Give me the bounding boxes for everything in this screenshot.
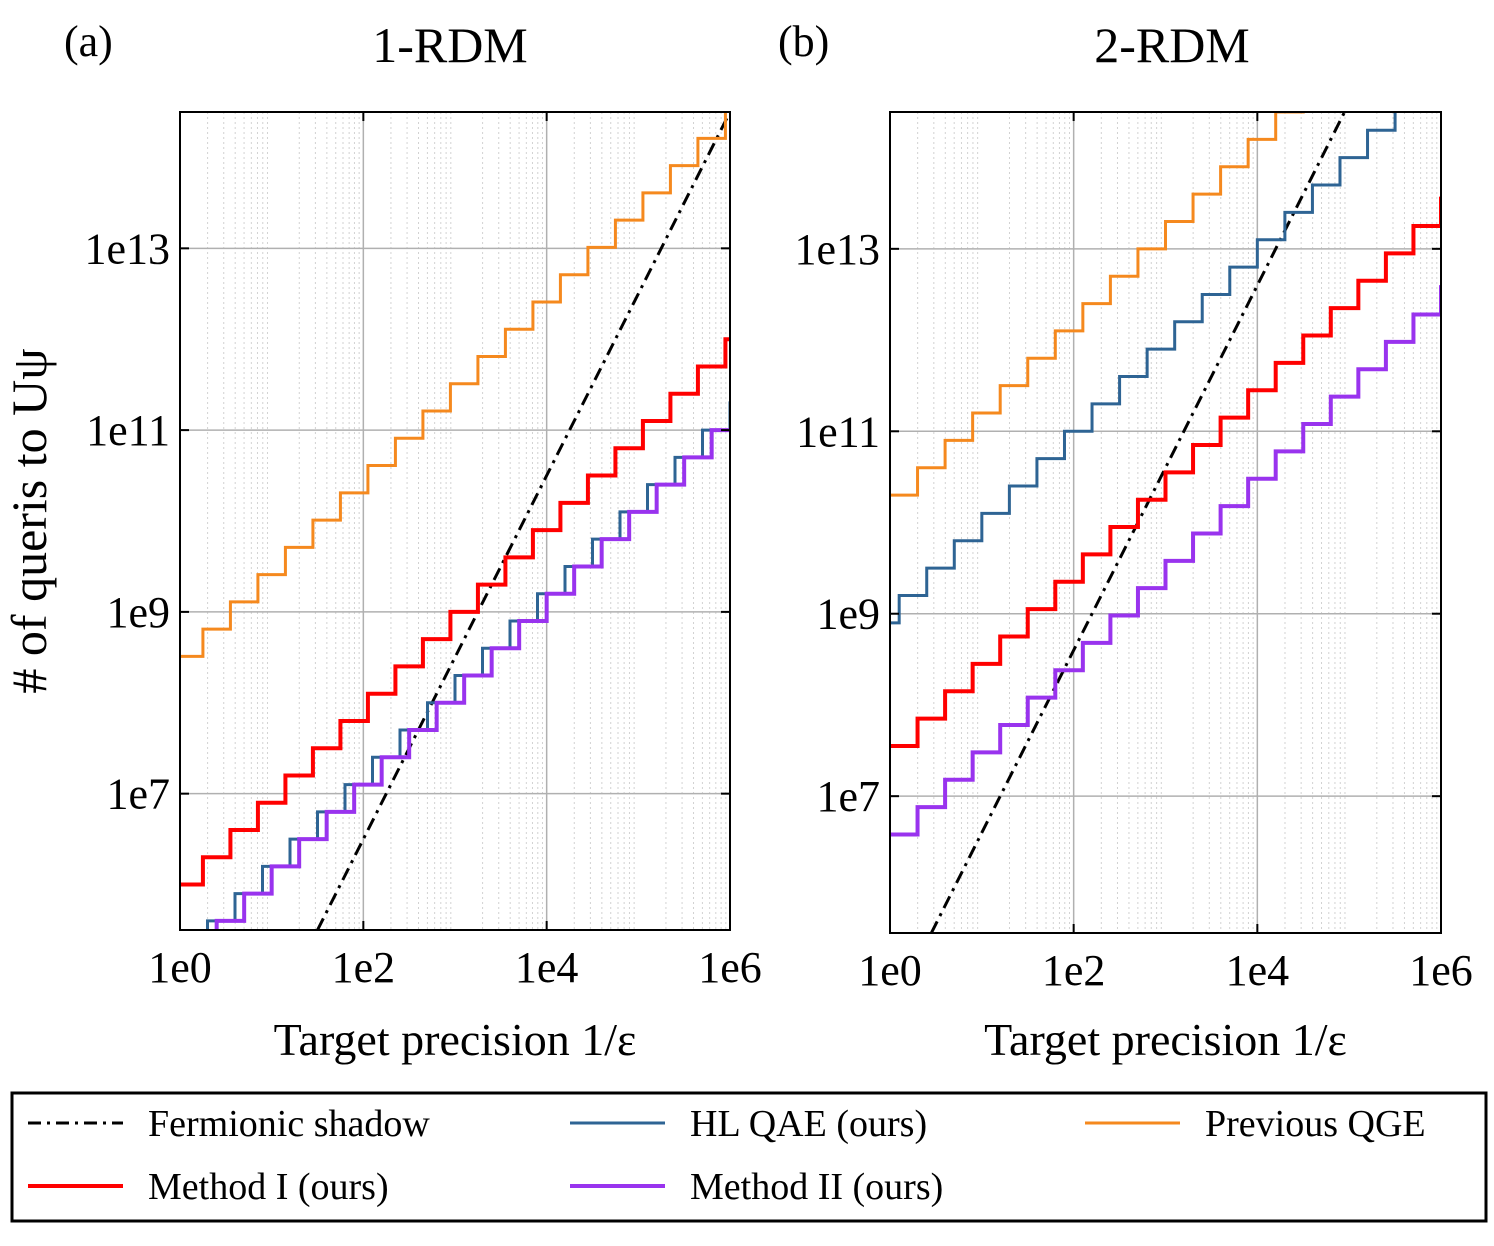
x-tick-label: 1e6	[698, 943, 762, 992]
y-tick-label: 1e11	[796, 407, 880, 456]
x-axis-label: Target precision 1/ε	[274, 1014, 637, 1065]
chart-title: 1-RDM	[372, 17, 528, 73]
series-method-ii-ours	[214, 428, 730, 930]
legend-item-method-i-ours: Method I (ours)	[28, 1166, 389, 1208]
x-tick-label: 1e0	[148, 943, 212, 992]
y-axis-label: # of queris to Uψ	[1, 348, 57, 693]
legend-label: Fermionic shadow	[148, 1103, 430, 1145]
axes-frame	[889, 111, 1442, 934]
y-tick-label: 1e13	[794, 225, 880, 274]
x-tick-label: 1e2	[332, 943, 396, 992]
x-tick-label: 1e0	[858, 946, 922, 995]
series-method-i-ours	[890, 196, 1441, 748]
y-tick-label: 1e9	[106, 588, 170, 637]
legend-item-method-ii-ours: Method II (ours)	[570, 1166, 943, 1208]
axes-frame	[179, 111, 731, 931]
y-tick-label: 1e11	[86, 406, 170, 455]
x-tick-label: 1e4	[515, 943, 579, 992]
legend-label: Method II (ours)	[690, 1166, 943, 1208]
y-tick-label: 1e7	[816, 772, 880, 821]
series-fermionic-shadow	[929, 112, 1347, 933]
series-method-ii-ours	[890, 285, 1441, 837]
series-previous-qge	[180, 112, 730, 658]
grid	[179, 112, 731, 930]
legend-label: HL QAE (ours)	[690, 1103, 927, 1145]
series-group	[890, 112, 1441, 933]
legend-item-previous-qge: Previous QGE	[1085, 1103, 1426, 1145]
chart-title: 2-RDM	[1094, 17, 1250, 73]
legend-item-hl-qae-ours: HL QAE (ours)	[570, 1103, 927, 1145]
series-hl-qae-ours	[890, 112, 1397, 625]
series-hl-qae-ours	[206, 401, 730, 930]
series-group	[180, 112, 730, 930]
x-tick-label: 1e4	[1226, 946, 1290, 995]
x-tick-label: 1e6	[1409, 946, 1473, 995]
series-fermionic-shadow	[316, 112, 730, 930]
legend-box	[10, 1091, 1488, 1223]
x-tick-label: 1e2	[1042, 946, 1106, 995]
series-previous-qge	[890, 112, 1305, 497]
panel-label: (b)	[778, 17, 829, 66]
panel-label: (a)	[64, 17, 113, 66]
legend-item-fermionic-shadow: Fermionic shadow	[28, 1103, 430, 1145]
y-tick-label: 1e13	[84, 224, 170, 273]
chart-panel-a: 1e0 1e2 1e4 1e6 1e7 1e9 1e11 1e13 (a) 1-RDM Target…	[1, 17, 762, 1065]
legend: Fermionic shadow HL QAE (ours) Previous QG…	[10, 1091, 1488, 1223]
x-axis-label: Target precision 1/ε	[984, 1014, 1347, 1065]
series-method-i-ours	[180, 337, 730, 887]
legend-label: Previous QGE	[1205, 1103, 1426, 1145]
chart-panel-b: 1e0 1e2 1e4 1e6 1e7 1e9 1e11 1e13 (b) 2-RDM Target…	[778, 17, 1473, 1065]
panels: 1e0 1e2 1e4 1e6 1e7 1e9 1e11 1e13 (a) 1-RDM Target…	[1, 17, 1473, 1065]
y-tick-label: 1e9	[816, 590, 880, 639]
y-tick-label: 1e7	[106, 770, 170, 819]
legend-label: Method I (ours)	[148, 1166, 389, 1208]
